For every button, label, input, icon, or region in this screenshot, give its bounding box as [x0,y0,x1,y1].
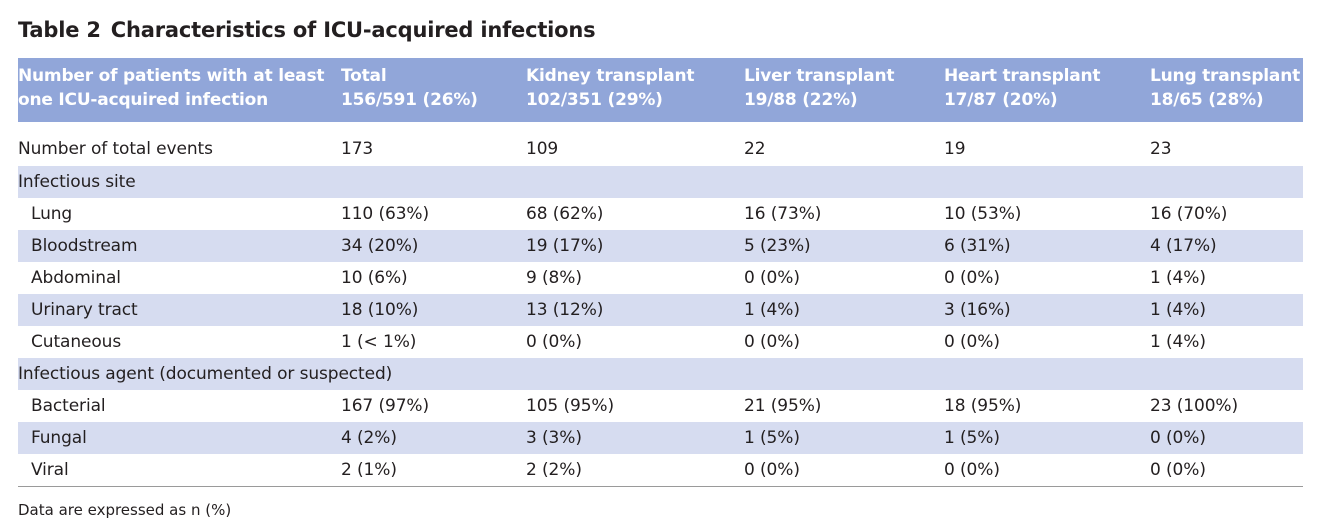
cell-heart: 6 (31%) [944,236,1011,256]
table-row: Bloodstream 34 (20%) 19 (17%) 5 (23%) 6 … [18,230,1303,262]
table-row: Lung 110 (63%) 68 (62%) 16 (73%) 10 (53%… [18,198,1303,230]
header-lung: Lung transplant 18/65 (28%) [1150,66,1301,110]
cell-total: 1 (< 1%) [341,332,417,352]
table-title: Table 2 Characteristics of ICU-acquired i… [18,18,596,42]
cell-liver: 22 [744,139,766,159]
header-total: Total 156/591 (26%) [341,66,478,110]
header-patients: Number of patients with at least one ICU-… [18,66,325,110]
cell-liver: 16 (73%) [744,204,822,224]
cell-total: 18 (10%) [341,300,419,320]
icu-infections-table: Number of patients with at least one ICU-… [18,58,1303,487]
cell-total: 4 (2%) [341,428,397,448]
row-label: Fungal [31,428,87,448]
section-row: Infectious site [18,166,1303,198]
cell-liver [744,166,944,198]
cell-kidney: 3 (3%) [526,428,582,448]
cell-lung: 1 (4%) [1150,300,1206,320]
cell-lung: 16 (70%) [1150,204,1228,224]
table-row: Urinary tract 18 (10%) 13 (12%) 1 (4%) 3… [18,294,1303,326]
cell-lung [1150,166,1303,198]
cell-lung: 1 (4%) [1150,268,1206,288]
cell-kidney: 2 (2%) [526,454,744,487]
table-caption: Characteristics of ICU-acquired infectio… [110,18,596,42]
cell-liver: 0 (0%) [744,454,944,487]
cell-heart: 18 (95%) [944,396,1022,416]
cell-kidney: 9 (8%) [526,268,582,288]
cell-lung: 23 [1150,139,1172,159]
cell-liver: 0 (0%) [744,332,800,352]
cell-heart: 0 (0%) [944,454,1150,487]
cell-heart: 0 (0%) [944,268,1000,288]
cell-total: 2 (1%) [341,454,526,487]
row-label: Cutaneous [31,332,122,352]
cell-heart: 1 (5%) [944,428,1000,448]
cell-kidney: 105 (95%) [526,396,615,416]
header-row: Number of patients with at least one ICU-… [18,58,1303,122]
cell-liver: 21 (95%) [744,396,822,416]
cell-heart: 3 (16%) [944,300,1011,320]
table-row: Fungal 4 (2%) 3 (3%) 1 (5%) 1 (5%) 0 (0%… [18,422,1303,454]
cell-total: 10 (6%) [341,268,408,288]
cell-liver: 1 (5%) [744,428,800,448]
cell-liver: 1 (4%) [744,300,800,320]
cell-lung: 4 (17%) [1150,236,1217,256]
cell-liver [744,358,944,390]
row-label: Urinary tract [31,300,138,320]
table-row: Number of total events 173 109 22 19 23 [18,132,1303,166]
header-liver: Liver transplant 19/88 (22%) [744,66,895,110]
cell-heart [944,358,1150,390]
cell-kidney: 13 (12%) [526,300,604,320]
cell-liver: 5 (23%) [744,236,811,256]
row-label: Bacterial [31,396,106,416]
row-label: Viral [18,454,341,487]
row-label: Number of total events [18,139,213,159]
cell-heart [944,166,1150,198]
table-row: Abdominal 10 (6%) 9 (8%) 0 (0%) 0 (0%) 1… [18,262,1303,294]
table-footnote: Data are expressed as n (%) [18,501,232,519]
table-number: Table 2 [18,18,101,42]
header-kidney: Kidney transplant 102/351 (29%) [526,66,695,110]
cell-liver: 0 (0%) [744,268,800,288]
row-label: Abdominal [31,268,121,288]
row-label: Bloodstream [31,236,138,256]
cell-kidney: 68 (62%) [526,204,604,224]
table-row: Bacterial 167 (97%) 105 (95%) 21 (95%) 1… [18,390,1303,422]
row-label: Lung [31,204,73,224]
cell-kidney [526,166,744,198]
cell-heart: 19 [944,139,966,159]
spacer-row [18,122,1303,132]
cell-total [341,166,526,198]
cell-lung: 0 (0%) [1150,454,1303,487]
cell-kidney: 19 (17%) [526,236,604,256]
section-label: Infectious agent (documented or suspecte… [18,364,393,384]
cell-heart: 10 (53%) [944,204,1022,224]
cell-total: 167 (97%) [341,396,430,416]
cell-kidney: 109 [526,139,559,159]
cell-lung: 0 (0%) [1150,428,1206,448]
cell-lung [1150,358,1303,390]
cell-lung: 1 (4%) [1150,332,1206,352]
header-heart: Heart transplant 17/87 (20%) [944,66,1101,110]
section-label: Infectious site [18,172,136,192]
cell-total: 110 (63%) [341,204,430,224]
cell-heart: 0 (0%) [944,332,1000,352]
cell-kidney [526,358,744,390]
cell-total: 34 (20%) [341,236,419,256]
table-row: Cutaneous 1 (< 1%) 0 (0%) 0 (0%) 0 (0%) … [18,326,1303,358]
cell-lung: 23 (100%) [1150,396,1239,416]
cell-kidney: 0 (0%) [526,332,582,352]
section-row: Infectious agent (documented or suspecte… [18,358,1303,390]
cell-total: 173 [341,139,374,159]
table-row: Viral 2 (1%) 2 (2%) 0 (0%) 0 (0%) 0 (0%) [18,454,1303,487]
